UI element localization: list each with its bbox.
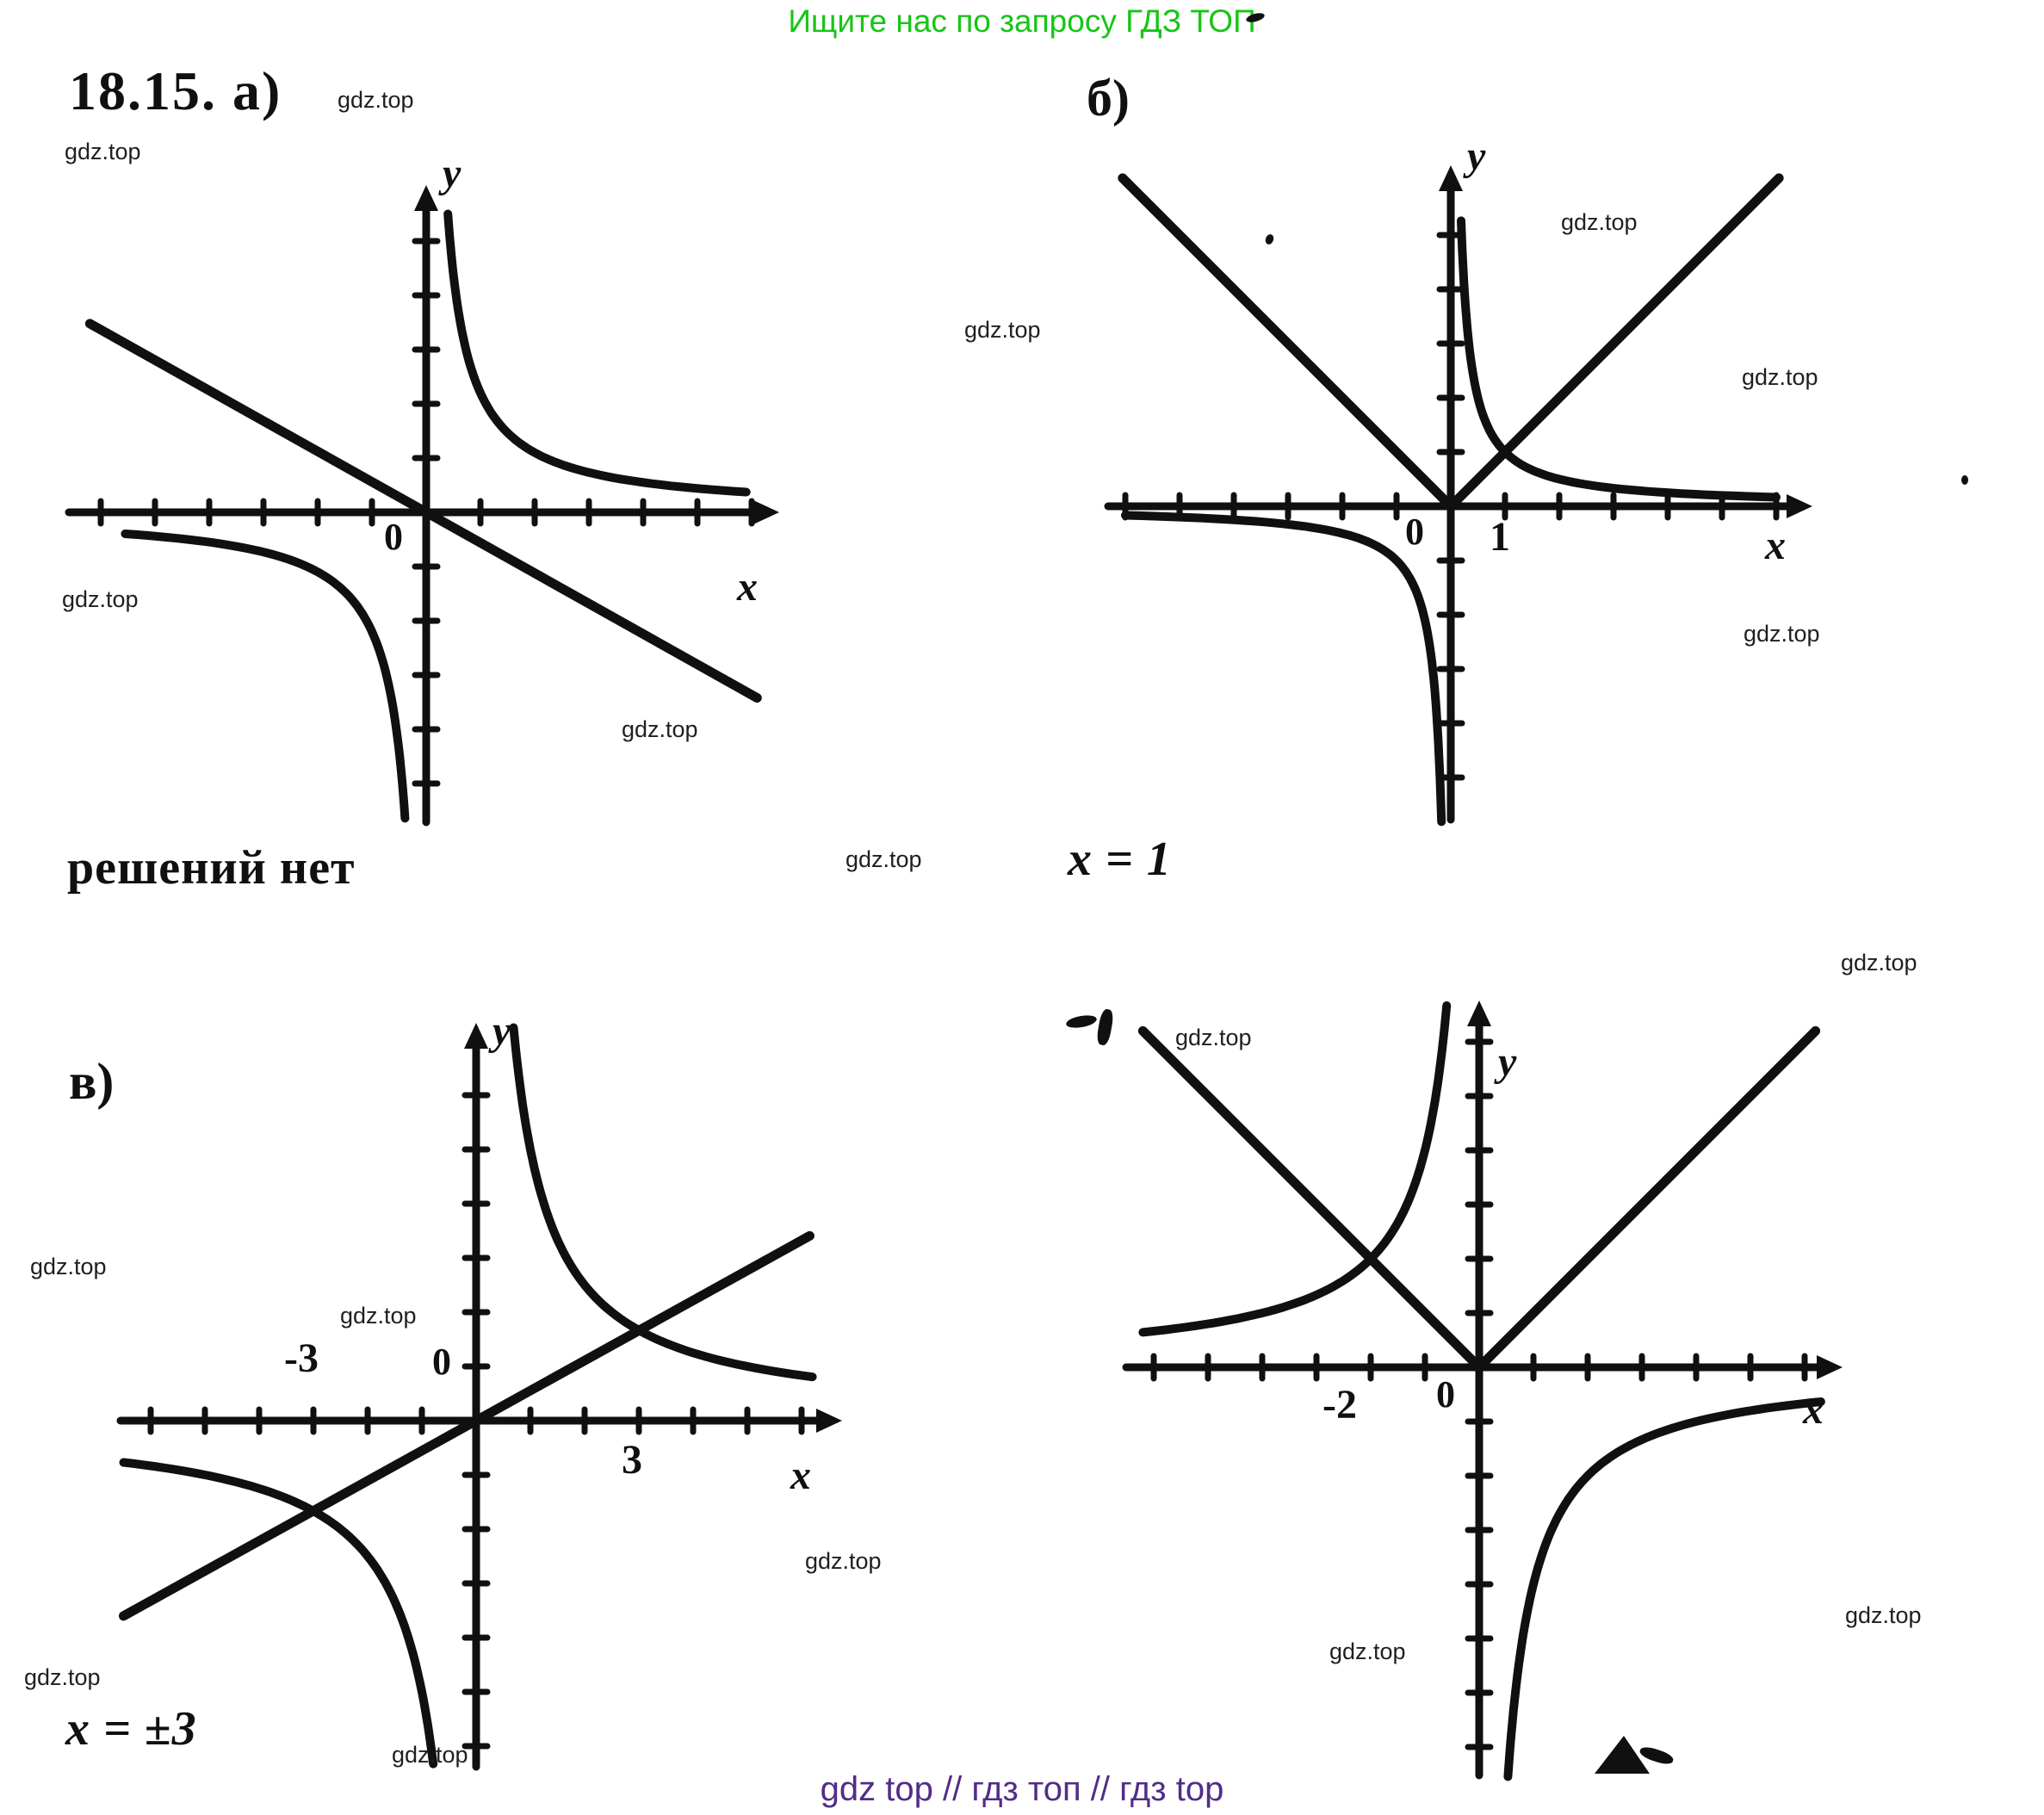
y-axis-arrow [414,185,438,211]
line-graph [119,1230,815,1621]
stray-triangle-mark [1595,1736,1650,1774]
watermark: gdz.top [1744,621,1820,647]
hyperbola-curve [509,1023,817,1382]
part-label-v: в) [69,1053,115,1110]
tick-label: 3 [622,1437,642,1483]
watermark: gdz.top [1845,1602,1922,1628]
page-header: Ищите нас по запросу ГДЗ ТОП [788,3,1256,39]
problem-number-text: 18.15. [69,60,217,121]
x-axis-label: x [737,564,758,610]
part-label-b: б) [1087,70,1130,127]
x-axis-arrow [1787,494,1812,518]
watermark: gdz.top [65,139,141,164]
answer-b: x = 1 [1068,833,1172,886]
tick-label: 0 [1436,1373,1455,1415]
answer-v: x = ±3 [65,1702,197,1756]
hyperbola-curve [121,530,410,823]
stray-mark [1961,475,1968,485]
x-axis-arrow [816,1409,842,1433]
page-footer: gdz top // гдз топ // гдз top [820,1770,1224,1808]
y-axis-label: y [443,151,461,196]
y-axis-label: y [1467,133,1486,179]
x-axis-label: x [790,1453,811,1498]
y-axis-arrow [464,1023,488,1049]
x-axis-label: x [1803,1387,1824,1433]
watermark: gdz.top [24,1664,101,1690]
watermark: gdz.top [1841,950,1917,976]
watermark: gdz.top [845,846,922,872]
tick-label: -2 [1322,1382,1357,1428]
watermark: gdz.top [30,1254,107,1279]
part-label-a: а) [232,60,282,121]
abs-value-graph [1118,173,1784,511]
watermark: gdz.top [1742,364,1818,390]
tick-label: -3 [284,1335,319,1381]
watermark: gdz.top [805,1548,882,1574]
watermark: gdz.top [622,716,698,742]
y-axis-label: y [1498,1039,1517,1085]
tick-label: 0 [384,516,403,558]
tick-label: 0 [432,1341,451,1383]
watermark: gdz.top [1329,1638,1406,1664]
watermark: gdz.top [1175,1025,1252,1050]
abs-value-graph [1137,1025,1821,1372]
hyperbola-curve [1503,1397,1825,1781]
watermark: gdz.top [1561,209,1638,235]
watermark: gdz.top [338,87,414,113]
watermark: gdz.top [392,1742,468,1768]
hyperbola-curve [1138,1001,1452,1337]
y-axis-label: y [492,1008,511,1054]
answer-a: решений нет [67,841,356,895]
watermark: gdz.top [964,317,1041,343]
x-axis-arrow [753,500,779,524]
y-axis-arrow [1467,1000,1491,1026]
hyperbola-curve [443,209,751,497]
hyperbola-curve [119,1458,438,1769]
x-axis-arrow [1817,1355,1843,1379]
x-axis-label: x [1765,523,1786,568]
hyperbola-curve [1457,216,1781,502]
line-graph [84,319,762,703]
y-axis-arrow [1439,165,1463,191]
tick-label: 0 [1405,511,1424,553]
hyperbola-curve [1121,511,1446,827]
watermark: gdz.top [62,586,139,612]
problem-number: 18.15. а) [69,64,282,119]
watermark: gdz.top [340,1303,417,1329]
tick-label: 1 [1490,514,1510,560]
